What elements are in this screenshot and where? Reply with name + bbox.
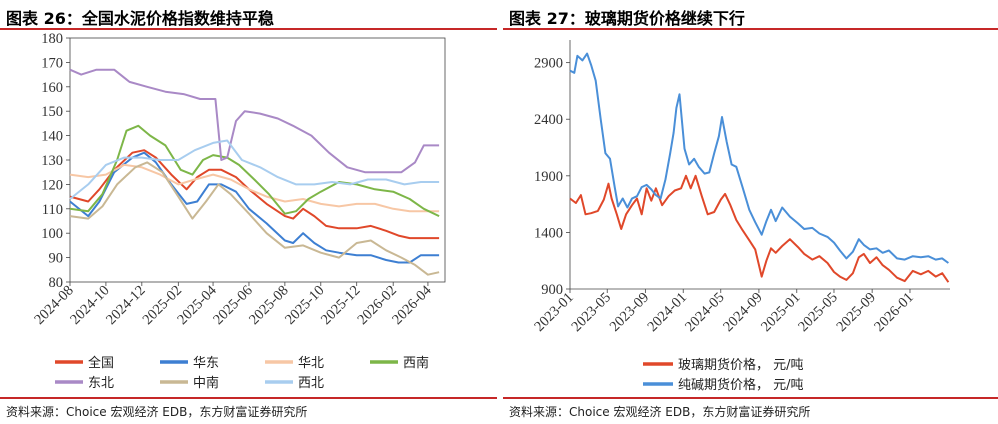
legend-label: 玻璃期货价格， 元/吨 bbox=[678, 357, 804, 373]
legend-label: 华东 bbox=[193, 356, 219, 371]
cement-price-chart: 80901001101201301401501601701802024-0820… bbox=[31, 31, 446, 391]
y-tick-label: 150 bbox=[41, 104, 63, 120]
y-tick-label: 180 bbox=[41, 31, 63, 47]
x-tick-label: 2026-04 bbox=[389, 282, 435, 328]
legend-label: 西南 bbox=[403, 355, 429, 371]
legend-label: 西北 bbox=[298, 376, 324, 391]
y-tick-label: 100 bbox=[41, 226, 63, 242]
glass-futures-chart: 90014001900240029002023-012023-052023-09… bbox=[531, 40, 950, 393]
legend-label: 全国 bbox=[88, 355, 114, 371]
x-tick-label: 2025-09 bbox=[833, 290, 878, 335]
series-line bbox=[69, 149, 440, 240]
x-tick-label: 2024-12 bbox=[103, 283, 148, 328]
series-line bbox=[69, 163, 440, 213]
plot-area bbox=[570, 40, 950, 289]
source-bar: 资料来源：Choice 宏观经济 EDB，东方财富证券研究所 bbox=[503, 397, 998, 424]
chart-title-bar: 图表 26：全国水泥价格指数维持平稳 bbox=[0, 0, 497, 30]
legend-label: 纯碱期货价格， 元/吨 bbox=[678, 377, 804, 393]
cement-price-panel: 图表 26：全国水泥价格指数维持平稳 80 90 100 110 120 130 140 15… bbox=[0, 0, 497, 422]
series-line bbox=[69, 124, 440, 218]
y-tick-label: 1400 bbox=[534, 225, 563, 241]
glass-futures-panel: 图表 27：玻璃期货价格继续下行 900 1400 1900 2400 2900 2023… bbox=[503, 0, 998, 422]
chart-title: 图表 26：全国水泥价格指数维持平稳 bbox=[6, 9, 274, 28]
source-note: 资料来源：Choice 宏观经济 EDB，东方财富证券研究所 bbox=[509, 405, 811, 419]
plot-area bbox=[69, 37, 446, 283]
series-line bbox=[69, 68, 440, 174]
legend-label: 华北 bbox=[298, 356, 324, 371]
series-line bbox=[569, 52, 949, 264]
x-tick-label: 2026-01 bbox=[871, 290, 916, 335]
x-tick-label: 2024-05 bbox=[682, 290, 727, 335]
series-line bbox=[69, 161, 440, 276]
x-tick-label: 2025-06 bbox=[210, 283, 255, 328]
chart-title: 图表 27：玻璃期货价格继续下行 bbox=[509, 9, 745, 28]
x-tick-label: 2023-09 bbox=[607, 290, 652, 335]
y-tick-label: 120 bbox=[41, 177, 63, 193]
y-tick-label: 160 bbox=[41, 80, 63, 96]
y-tick-label: 80 bbox=[49, 275, 64, 291]
x-tick-label: 2023-05 bbox=[569, 290, 614, 335]
legend-label: 东北 bbox=[88, 376, 114, 391]
chart-title-bar: 图表 27：玻璃期货价格继续下行 bbox=[503, 0, 998, 30]
series-line bbox=[69, 139, 440, 200]
source-note: 资料来源：Choice 宏观经济 EDB，东方财富证券研究所 bbox=[6, 405, 308, 419]
legend-label: 中南 bbox=[193, 375, 219, 391]
y-tick-label: 90 bbox=[49, 251, 64, 267]
y-tick-label: 900 bbox=[541, 282, 563, 298]
x-tick-label: 2025-08 bbox=[246, 283, 291, 328]
x-tick-label: 2025-01 bbox=[758, 290, 803, 335]
y-tick-label: 1900 bbox=[534, 169, 563, 185]
y-tick-label: 110 bbox=[42, 202, 63, 218]
series-line bbox=[569, 174, 950, 283]
y-tick-label: 2900 bbox=[534, 56, 563, 72]
y-tick-label: 140 bbox=[41, 129, 63, 145]
x-tick-label: 2025-12 bbox=[318, 283, 363, 328]
x-tick-label: 2024-01 bbox=[645, 290, 690, 335]
source-bar: 资料来源：Choice 宏观经济 EDB，东方财富证券研究所 bbox=[0, 397, 497, 424]
x-tick-label: 2025-05 bbox=[795, 290, 840, 335]
x-tick-label: 2025-10 bbox=[282, 283, 327, 328]
x-tick-label: 2024-09 bbox=[720, 290, 765, 335]
series-line bbox=[69, 151, 440, 264]
y-tick-label: 170 bbox=[41, 55, 63, 71]
x-tick-label: 2024-10 bbox=[67, 283, 112, 328]
y-tick-label: 130 bbox=[41, 153, 63, 169]
y-tick-label: 2400 bbox=[534, 112, 563, 128]
